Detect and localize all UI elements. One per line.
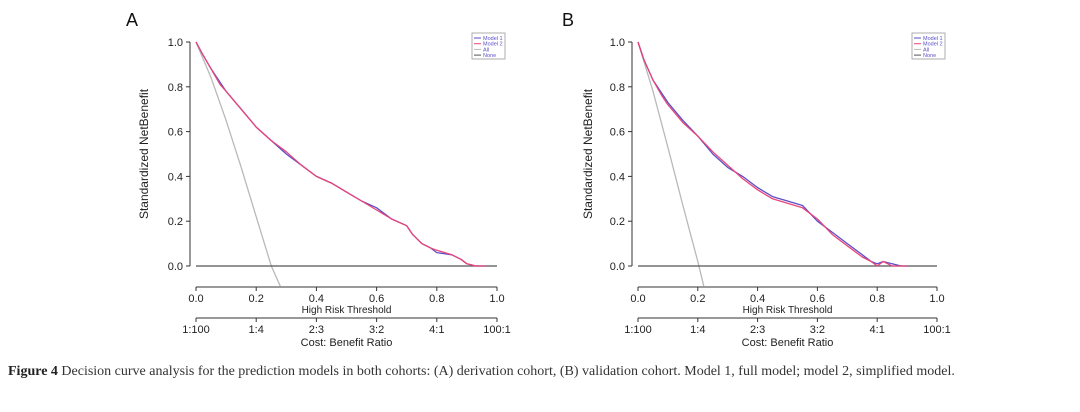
series-line-all [195, 41, 281, 287]
ratio-tick-label: 3:2 [369, 324, 384, 336]
y-tick-label: 0.6 [610, 127, 625, 139]
ratio-tick-label: 4:1 [429, 324, 444, 336]
ratio-tick-label: 2:3 [309, 324, 324, 336]
x-tick-label: 1.0 [929, 293, 944, 305]
x-axis-label: High Risk Threshold [302, 305, 392, 316]
x-axis-label: High Risk Threshold [743, 305, 833, 316]
panel-a: A 0.0 0.2 0.4 0.6 0.8 1.0 Standardized NetBenef… [126, 10, 511, 349]
legend-label: Model 1 [923, 36, 943, 42]
x-tick-label: 0.4 [309, 293, 324, 305]
y-tick-label: 1.0 [610, 37, 625, 49]
series-line-model-2 [195, 41, 485, 267]
panel-label: A [126, 10, 138, 30]
x-tick-label: 0.4 [750, 293, 765, 305]
legend-label: None [483, 53, 496, 59]
y-tick-label: 0.0 [610, 261, 625, 273]
ratio-tick-label: 4:1 [870, 324, 885, 336]
ratio-tick-label: 100:1 [923, 324, 951, 336]
figure-caption: Figure 4 Decision curve analysis for the… [8, 362, 1072, 382]
ratio-tick-label: 1:4 [249, 324, 264, 336]
ratio-tick-label: 100:1 [483, 324, 511, 336]
ratio-tick-label: 1:100 [624, 324, 652, 336]
legend-label: Model 2 [483, 42, 503, 48]
y-tick-label: 0.4 [610, 171, 625, 183]
x-tick-label: 0.6 [369, 293, 384, 305]
y-tick-label: 0.4 [168, 171, 183, 183]
figure-canvas: A 0.0 0.2 0.4 0.6 0.8 1.0 Standardized NetBenef… [126, 10, 951, 349]
y-tick-label: 1.0 [168, 37, 183, 49]
y-tick-label: 0.2 [168, 216, 183, 228]
panel-label: B [562, 10, 574, 30]
x-tick-label: 0.8 [870, 293, 885, 305]
y-axis-label: Standardized NetBenefit [581, 88, 595, 219]
ratio-tick-label: 2:3 [750, 324, 765, 336]
series-group [195, 41, 497, 287]
x-tick-label: 0.0 [630, 293, 645, 305]
x-tick-label: 1.0 [489, 293, 504, 305]
legend-label: Model 1 [483, 36, 503, 42]
caption-label: Figure 4 [8, 364, 58, 379]
series-group [637, 41, 937, 287]
ratio-axis-label: Cost: Benefit Ratio [742, 337, 834, 349]
ratio-tick-label: 3:2 [810, 324, 825, 336]
ratio-tick-label: 1:100 [182, 324, 210, 336]
ratio-tick-label: 1:4 [690, 324, 705, 336]
y-tick-label: 0.8 [610, 82, 625, 94]
y-tick-label: 0.0 [168, 261, 183, 273]
ratio-axis-label: Cost: Benefit Ratio [301, 337, 393, 349]
y-tick-label: 0.6 [168, 127, 183, 139]
x-tick-label: 0.8 [429, 293, 444, 305]
panel-b: B 0.0 0.2 0.4 0.6 0.8 1.0 Standardized NetBenef… [562, 10, 951, 349]
series-line-model-1 [637, 41, 908, 267]
x-tick-label: 0.2 [249, 293, 264, 305]
x-tick-label: 0.0 [188, 293, 203, 305]
legend-label: None [923, 53, 936, 59]
legend-label: All [923, 47, 929, 53]
legend-label: Model 2 [923, 42, 943, 48]
legend-label: All [483, 47, 489, 53]
series-line-model-2 [637, 41, 908, 267]
series-line-all [637, 41, 705, 287]
series-line-model-1 [195, 41, 485, 267]
y-tick-label: 0.2 [610, 216, 625, 228]
y-tick-label: 0.8 [168, 82, 183, 94]
x-tick-label: 0.6 [810, 293, 825, 305]
x-tick-label: 0.2 [690, 293, 705, 305]
y-axis-label: Standardized NetBenefit [137, 88, 151, 219]
caption-text: Decision curve analysis for the predicti… [61, 364, 955, 379]
